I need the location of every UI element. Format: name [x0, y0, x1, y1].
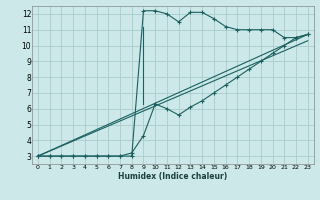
- X-axis label: Humidex (Indice chaleur): Humidex (Indice chaleur): [118, 172, 228, 181]
